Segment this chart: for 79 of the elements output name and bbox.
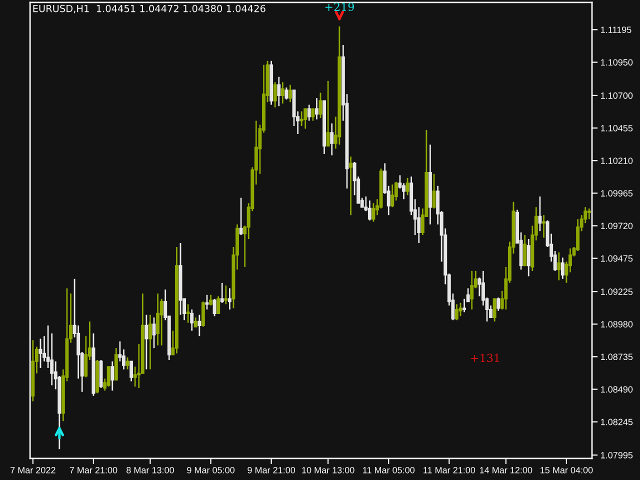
y-tick-label: 1.08980 — [601, 321, 633, 328]
candlestick — [454, 303, 458, 321]
x-tick-label: 7 Mar 21:00 — [70, 466, 118, 474]
y-tick-label: 1.10455 — [601, 125, 633, 132]
candlestick — [216, 296, 220, 314]
candlestick — [156, 292, 160, 346]
y-tick-label: 1.08490 — [601, 386, 633, 393]
x-tick-label: 11 Mar 21:00 — [424, 466, 476, 474]
y-tick-label: 1.07995 — [601, 452, 633, 458]
candlestick — [212, 298, 216, 317]
candlestick — [186, 303, 190, 324]
candlestick — [523, 234, 527, 266]
candlestick — [326, 80, 330, 147]
annotation: +219 — [325, 2, 354, 11]
candlestick — [130, 360, 134, 382]
x-tick-label: 11 Mar 05:00 — [363, 466, 415, 474]
candlestick — [557, 252, 561, 281]
candlestick — [560, 256, 564, 280]
candlestick — [198, 314, 202, 337]
candlestick — [349, 156, 352, 216]
y-tick-label: 1.09965 — [601, 190, 633, 197]
candlestick — [224, 284, 228, 305]
x-tick-label: 14 Mar 12:00 — [480, 466, 532, 474]
candlestick — [526, 238, 530, 277]
candlestick — [38, 338, 42, 369]
x-tick-label: 9 Mar 21:00 — [248, 466, 296, 474]
y-tick-label: 1.10950 — [601, 59, 633, 66]
candlestick — [284, 86, 288, 100]
candlestick — [273, 81, 277, 108]
candlestick — [496, 296, 500, 312]
x-tick-label: 8 Mar 13:00 — [126, 466, 174, 474]
candlestick — [126, 356, 130, 370]
y-tick-label: 1.09475 — [601, 255, 633, 262]
candlestick — [190, 308, 194, 332]
candlestick — [318, 92, 322, 119]
candlestick — [110, 360, 114, 392]
y-tick-label: 1.08735 — [601, 354, 633, 360]
candlestick — [201, 300, 205, 328]
candlestick — [372, 202, 376, 222]
candlestick — [542, 214, 546, 238]
candlestick — [300, 110, 304, 127]
candlestick — [152, 316, 156, 349]
candlestick — [311, 108, 315, 122]
candlestick — [314, 97, 318, 120]
candlestick — [307, 104, 311, 122]
candlestick — [280, 81, 284, 104]
candlestick — [228, 288, 232, 310]
candlestick — [368, 200, 372, 222]
candlestick — [194, 316, 198, 328]
x-tick-label: 10 Mar 13:00 — [302, 466, 354, 474]
x-tick-label: 7 Mar 2022 — [10, 466, 56, 474]
candlestick — [220, 282, 224, 304]
candlestick — [390, 184, 394, 208]
candlestick — [538, 196, 542, 232]
candlestick — [304, 108, 308, 130]
annotation: +131 — [471, 354, 499, 362]
candlestick — [277, 76, 281, 107]
candlestick — [106, 366, 110, 388]
candlestick — [209, 294, 212, 306]
candlestick — [470, 270, 474, 310]
candlestick — [144, 314, 148, 370]
candlestick — [148, 314, 152, 370]
y-tick-label: 1.11195 — [601, 26, 632, 34]
y-tick-label: 1.08245 — [601, 418, 633, 426]
candlestick — [406, 177, 410, 196]
y-tick-label: 1.10210 — [601, 158, 633, 164]
y-tick-label: 1.09720 — [601, 222, 633, 230]
candlestick — [288, 84, 292, 103]
x-tick-label: 9 Mar 05:00 — [187, 466, 234, 474]
y-tick-label: 1.10700 — [601, 92, 633, 99]
y-tick-label: 1.09225 — [601, 288, 633, 295]
x-tick-label: 15 Mar 04:00 — [540, 466, 593, 474]
candlestick — [462, 298, 466, 313]
candlestick — [458, 302, 462, 317]
candlestick — [492, 298, 496, 322]
candlestick — [239, 197, 243, 236]
chart-title: EURUSD,H1 1.04451 1.04472 1.04380 1.04426 — [33, 4, 266, 14]
candlestick — [330, 122, 334, 156]
candlestick — [587, 208, 591, 220]
